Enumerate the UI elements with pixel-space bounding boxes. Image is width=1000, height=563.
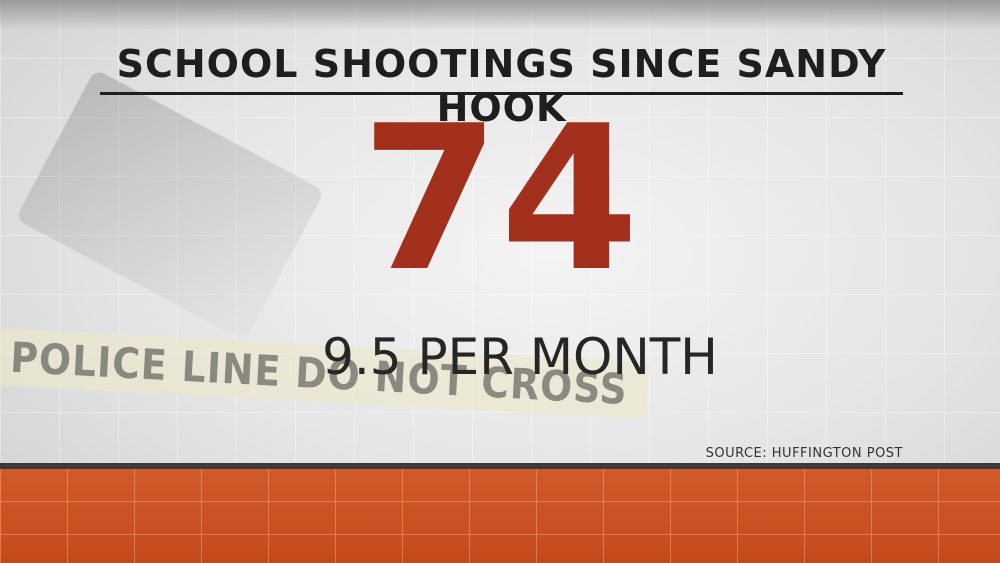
title-underline: [100, 92, 903, 95]
big-number: 74: [360, 83, 640, 316]
rate: 9.5 PER MONTH: [322, 328, 718, 386]
bottom-band: [0, 469, 1000, 563]
source: SOURCE: HUFFINGTON POST: [705, 446, 903, 461]
top-shade: [0, 0, 1000, 30]
divider: [0, 463, 1000, 469]
